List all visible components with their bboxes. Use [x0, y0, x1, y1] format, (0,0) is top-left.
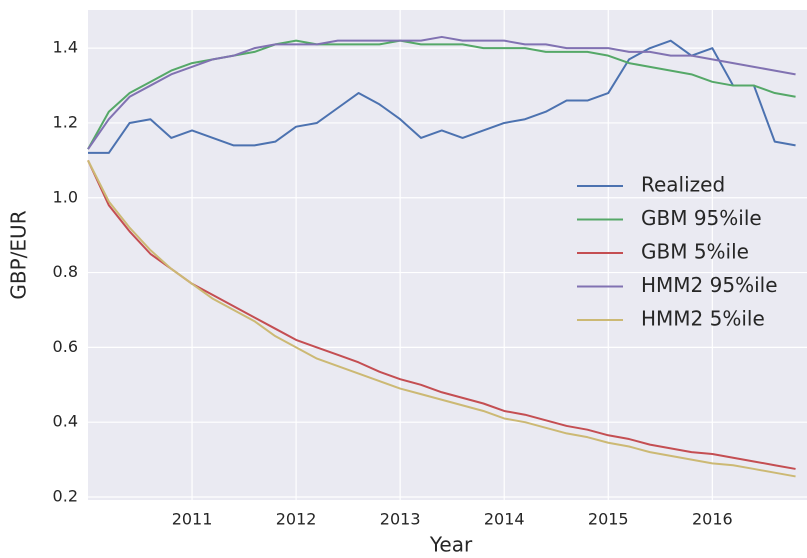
y-tick-label: 0.8	[53, 262, 78, 281]
y-tick-label: 1.4	[53, 38, 78, 57]
x-tick-label: 2016	[692, 510, 733, 529]
x-tick-label: 2014	[484, 510, 525, 529]
y-tick-label: 0.6	[53, 337, 78, 356]
x-tick-label: 2012	[276, 510, 317, 529]
legend-label: Realized	[641, 173, 725, 197]
x-tick-label: 2013	[380, 510, 421, 529]
y-tick-label: 1.2	[53, 112, 78, 131]
data-line	[87, 159, 796, 478]
legend-label: GBM 95%ile	[641, 206, 762, 230]
plot-area	[88, 10, 807, 500]
y-tick-label: 0.2	[53, 487, 78, 506]
x-tick-label: 2011	[172, 510, 213, 529]
legend-label: GBM 5%ile	[641, 240, 749, 264]
data-line	[87, 35, 796, 150]
y-tick-label: 1.0	[53, 187, 78, 206]
legend-label: HMM2 95%ile	[641, 273, 778, 297]
x-axis-label: Year	[429, 533, 473, 557]
x-tick-label: 2015	[588, 510, 629, 529]
y-axis-label: GBP/EUR	[7, 210, 31, 299]
legend-label: HMM2 5%ile	[641, 307, 765, 331]
y-tick-label: 0.4	[53, 412, 78, 431]
data-line	[87, 159, 796, 470]
data-line	[88, 39, 796, 154]
data-line	[87, 39, 796, 150]
